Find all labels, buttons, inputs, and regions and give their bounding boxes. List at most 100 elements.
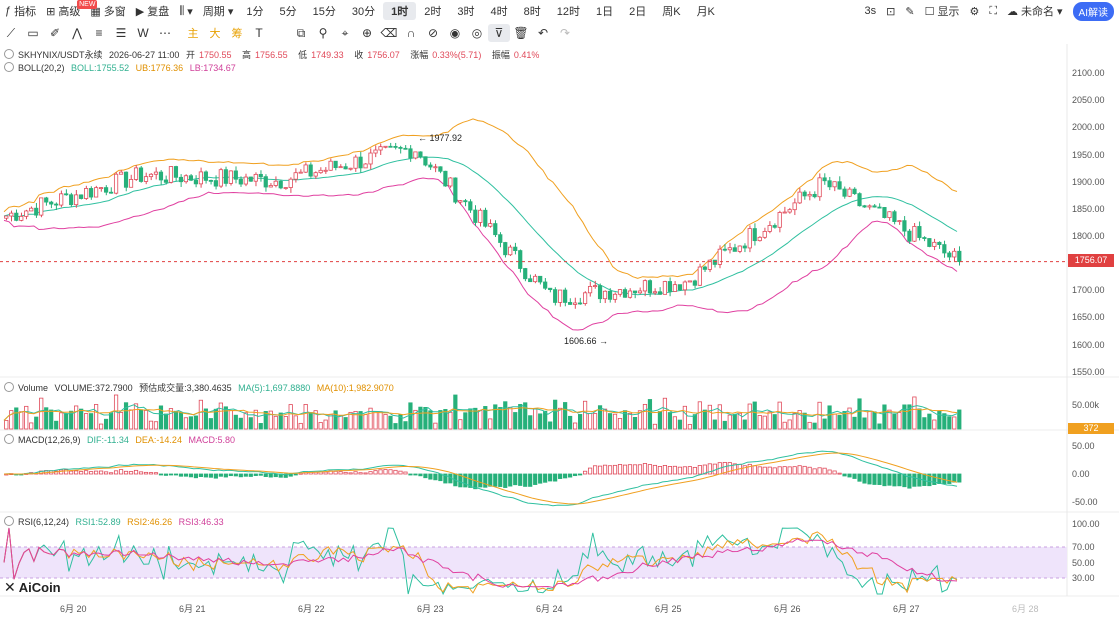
volume-bar xyxy=(373,411,378,430)
candle xyxy=(248,176,253,182)
replay-button[interactable]: ▶ 复盘 xyxy=(131,2,174,20)
volume-bar xyxy=(892,413,897,430)
layout-dropdown[interactable]: ☁ 未命名 ▾ xyxy=(1002,2,1068,20)
pin-icon[interactable]: ⌖ xyxy=(341,25,349,40)
rectangle-tool-icon[interactable]: ▭ xyxy=(27,26,39,40)
volume-bar xyxy=(767,411,772,430)
eye-icon[interactable] xyxy=(4,434,14,444)
candle xyxy=(428,164,433,168)
macd-dif: DIF:-11.34 xyxy=(87,435,129,445)
eye-icon[interactable] xyxy=(4,62,14,72)
big-order-tool[interactable]: 大 xyxy=(209,28,221,40)
trash-icon[interactable]: 🗑 xyxy=(513,26,529,40)
boll-upper-line xyxy=(3,118,958,279)
interval-tab[interactable]: 1分 xyxy=(246,6,264,18)
candle xyxy=(917,226,922,238)
interval-tab[interactable]: 4时 xyxy=(490,6,508,18)
interval-tab[interactable]: 2日 xyxy=(629,6,647,18)
zigzag-tool-icon[interactable]: ⋀ xyxy=(72,26,82,40)
macd-bar xyxy=(178,473,184,477)
interval-tab[interactable]: 周K xyxy=(662,6,681,18)
interval-tab[interactable]: 1时 xyxy=(383,2,417,20)
volume-bar xyxy=(957,409,962,430)
eye-icon[interactable] xyxy=(4,516,14,526)
copy-icon[interactable]: ⧉ xyxy=(296,25,306,40)
chart-type-button[interactable]: ⫼ ▾ xyxy=(174,2,198,20)
candle xyxy=(817,177,822,198)
brush-tool-icon[interactable]: ✐ xyxy=(49,26,61,40)
fullscreen-icon[interactable]: ⛶ xyxy=(989,4,998,17)
candle xyxy=(423,156,428,166)
interval-tab[interactable]: 5分 xyxy=(279,6,297,18)
volume-bar xyxy=(762,415,767,430)
gear-icon[interactable]: ⚙ xyxy=(969,5,980,18)
candle xyxy=(837,181,842,190)
interval-tab[interactable]: 3时 xyxy=(457,6,475,18)
volume-bar xyxy=(89,413,94,430)
volume-bar xyxy=(912,396,917,430)
camera-icon[interactable]: ⊡ xyxy=(886,5,896,18)
eraser-icon[interactable]: ⌫ xyxy=(380,26,398,40)
volume-bar xyxy=(423,407,428,430)
volume-bar xyxy=(49,409,54,430)
interval-tab[interactable]: 8时 xyxy=(523,6,541,18)
volume-bar xyxy=(722,420,727,430)
more-tools-icon[interactable]: ⋯ xyxy=(159,26,171,40)
text-tool-icon[interactable]: T xyxy=(255,26,263,40)
filter-icon[interactable]: ⊽ xyxy=(488,24,510,42)
macd-bar xyxy=(607,465,613,475)
multi-window-button[interactable]: ▦ 多窗 xyxy=(85,2,130,20)
interval-tab[interactable]: 月K xyxy=(696,6,715,18)
macd-dea-line xyxy=(3,452,958,505)
volume-bar xyxy=(827,405,832,430)
zoom-in-icon[interactable]: ⊕ xyxy=(361,26,373,40)
pattern-w-tool[interactable]: W xyxy=(137,26,149,40)
volume-value: VOLUME:372.7900 xyxy=(54,383,133,393)
period-dropdown[interactable]: 周期 ▾ xyxy=(198,2,239,20)
advanced-button[interactable]: ⊞ 高级 NEW xyxy=(41,0,98,20)
indicators-button[interactable]: ƒ 指标 xyxy=(0,2,41,20)
undo-icon[interactable]: ↶ xyxy=(537,26,549,40)
magnet-icon[interactable]: ∩ xyxy=(406,26,416,40)
ai-analysis-button[interactable]: AI解读 xyxy=(1068,1,1119,21)
layout-name: 未命名 xyxy=(1021,6,1055,18)
pencil-icon[interactable]: ✎ xyxy=(905,5,915,18)
layers-icon[interactable]: ◎ xyxy=(471,26,483,40)
interval-tab[interactable]: 30分 xyxy=(351,6,376,18)
volume-bar xyxy=(927,413,932,430)
eye-icon[interactable]: ◉ xyxy=(449,26,461,40)
display-toggle[interactable]: ☐ 显示 xyxy=(920,2,965,20)
macd-bar xyxy=(627,464,633,475)
volume-bar xyxy=(543,410,548,430)
interval-tab[interactable]: 15分 xyxy=(312,6,336,18)
macd-bar xyxy=(403,471,408,475)
candle xyxy=(597,285,603,300)
volume-bar xyxy=(163,413,169,430)
fib-tool-icon[interactable]: ≡ xyxy=(95,26,103,40)
main-force-tool[interactable]: 主 xyxy=(187,28,199,40)
candle xyxy=(79,194,84,199)
interval-tab[interactable]: 2时 xyxy=(424,6,442,18)
eye-icon[interactable] xyxy=(4,382,14,392)
chips-tool[interactable]: 筹 xyxy=(231,28,243,40)
refresh-interval[interactable]: 3s xyxy=(864,5,877,17)
redo-icon[interactable]: ↷ xyxy=(559,26,571,40)
macd-bar xyxy=(498,473,503,487)
candle xyxy=(433,166,438,169)
eye-icon[interactable] xyxy=(4,49,14,59)
volume-bar xyxy=(597,405,603,430)
interval-tab[interactable]: 12时 xyxy=(556,6,580,18)
interval-tab[interactable]: 1日 xyxy=(595,6,614,18)
volume-bar xyxy=(263,411,268,430)
lock-icon[interactable]: ⊘ xyxy=(427,26,439,40)
volume-bar xyxy=(842,411,847,430)
link-icon[interactable]: ⚲ xyxy=(318,26,328,40)
line-tool-icon[interactable]: ⟋ xyxy=(6,25,16,40)
macd-bar xyxy=(428,473,433,480)
macd-bar xyxy=(108,472,114,475)
volume-bar xyxy=(388,415,393,430)
horizontal-lines-icon[interactable]: ☰ xyxy=(115,26,127,40)
macd-bar xyxy=(707,463,712,475)
candle xyxy=(687,280,692,283)
